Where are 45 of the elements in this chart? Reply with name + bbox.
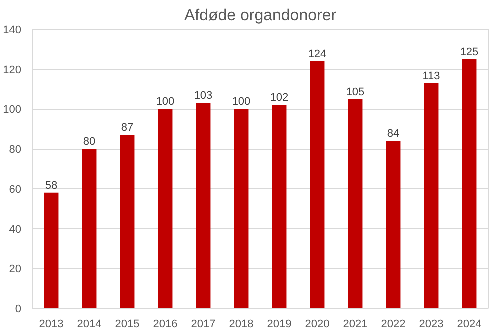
data-label: 124 xyxy=(308,48,327,60)
data-label: 100 xyxy=(156,96,175,108)
x-tick-label: 2021 xyxy=(343,318,368,330)
x-tick-label: 2024 xyxy=(457,318,482,330)
bar xyxy=(82,149,97,308)
x-tick-label: 2022 xyxy=(381,318,406,330)
y-tick-label: 20 xyxy=(9,264,22,276)
data-label: 100 xyxy=(232,96,251,108)
data-label: 103 xyxy=(194,90,213,102)
bar xyxy=(348,99,363,308)
y-tick-label: 140 xyxy=(3,24,22,36)
data-label: 102 xyxy=(270,92,289,104)
bar xyxy=(196,103,211,308)
bar xyxy=(386,141,401,308)
bar xyxy=(462,59,477,308)
x-tick-label: 2023 xyxy=(419,318,444,330)
y-tick-label: 0 xyxy=(15,304,22,316)
x-tick-label: 2016 xyxy=(153,318,178,330)
bar xyxy=(310,61,325,308)
x-tick-label: 2020 xyxy=(305,318,330,330)
x-tick-label: 2014 xyxy=(77,318,102,330)
data-label: 105 xyxy=(346,86,365,98)
data-label: 113 xyxy=(422,70,440,82)
bar xyxy=(44,192,59,308)
x-tick-label: 2019 xyxy=(267,318,292,330)
y-tick-label: 100 xyxy=(3,104,22,116)
y-tick-label: 120 xyxy=(3,64,22,76)
data-label: 84 xyxy=(387,128,400,140)
bar xyxy=(272,105,287,308)
x-tick-label: 2017 xyxy=(191,318,216,330)
bar xyxy=(234,109,249,308)
y-tick-label: 40 xyxy=(9,224,22,236)
bar xyxy=(120,135,135,308)
y-tick-label: 80 xyxy=(9,144,22,156)
x-tick-label: 2015 xyxy=(115,318,140,330)
bar xyxy=(158,109,173,308)
data-label: 87 xyxy=(121,122,134,134)
data-label: 125 xyxy=(460,46,479,58)
bar xyxy=(424,83,439,308)
x-tick-label: 2018 xyxy=(229,318,254,330)
chart-title: Afdøde organdonorer xyxy=(184,8,338,24)
data-label: 80 xyxy=(83,136,96,148)
y-tick-label: 60 xyxy=(9,184,22,196)
data-label: 58 xyxy=(45,180,58,192)
x-tick-label: 2013 xyxy=(39,318,64,330)
